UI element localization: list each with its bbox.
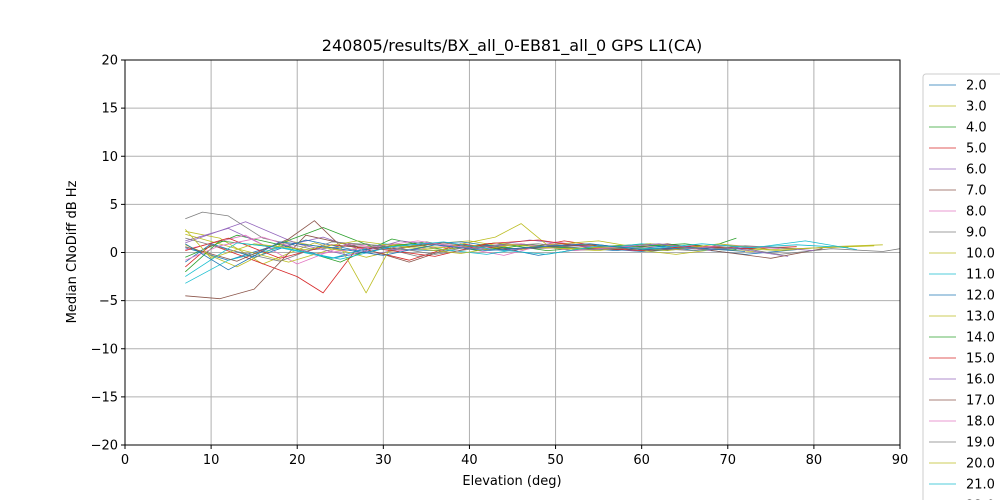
legend-label: 8.0 <box>966 205 987 220</box>
x-axis: 0 10 20 30 40 50 60 70 80 90 <box>121 445 908 468</box>
y-tick-label: 20 <box>101 54 118 69</box>
legend-label: 6.0 <box>966 163 987 178</box>
legend-label: 15.0 <box>966 352 995 367</box>
y-tick-label: −15 <box>91 390 118 405</box>
series-line-15.0 <box>185 237 797 259</box>
x-tick-label: 60 <box>633 453 650 468</box>
legend: 2.0 3.0 4.0 5.0 6.0 7.0 8.0 9.0 10.0 11.0 12.0 13.0… <box>922 73 1000 500</box>
x-tick-label: 40 <box>461 453 478 468</box>
legend-label: 9.0 <box>966 226 987 241</box>
x-tick-label: 50 <box>547 453 564 468</box>
y-tick-label: 15 <box>101 102 118 117</box>
x-tick-label: 90 <box>892 453 909 468</box>
legend-label: 21.0 <box>966 478 995 493</box>
legend-label: 12.0 <box>966 289 995 304</box>
legend-box <box>922 73 1000 500</box>
y-tick-label: 10 <box>101 150 118 165</box>
legend-label: 2.0 <box>966 79 987 94</box>
x-tick-label: 20 <box>289 453 306 468</box>
y-tick-label: −20 <box>91 439 118 454</box>
legend-label: 7.0 <box>966 184 987 199</box>
legend-label: 18.0 <box>966 415 995 430</box>
series-line-22.0 <box>185 241 746 271</box>
x-tick-label: 30 <box>375 453 392 468</box>
legend-label: 13.0 <box>966 310 995 325</box>
y-axis-label: Median CNoDiff dB Hz <box>65 180 80 323</box>
legend-label: 4.0 <box>966 121 987 136</box>
legend-label: 17.0 <box>966 394 995 409</box>
legend-label: 3.0 <box>966 100 987 115</box>
series-layer <box>185 211 901 300</box>
legend-label: 20.0 <box>966 457 995 472</box>
legend-label: 19.0 <box>966 436 995 451</box>
chart-title: 240805/results/BX_all_0-EB81_all_0 GPS L… <box>322 36 702 56</box>
series-line-3.0 <box>185 230 883 265</box>
x-tick-label: 0 <box>121 453 129 468</box>
series-line-10.0 <box>185 223 702 268</box>
legend-label: 22.0 <box>966 499 995 500</box>
y-axis: −20 −15 −10 −5 0 5 10 15 20 <box>91 54 125 454</box>
legend-label: 14.0 <box>966 331 995 346</box>
legend-label: 10.0 <box>966 247 995 262</box>
x-tick-label: 80 <box>806 453 823 468</box>
legend-label: 5.0 <box>966 142 987 157</box>
legend-label: 16.0 <box>966 373 995 388</box>
series-line-13.0 <box>185 233 754 294</box>
legend-label: 11.0 <box>966 268 995 283</box>
y-tick-label: −10 <box>91 342 118 357</box>
y-tick-label: −5 <box>99 294 118 309</box>
y-tick-label: 0 <box>110 246 118 261</box>
x-tick-label: 10 <box>203 453 220 468</box>
series-line-21.0 <box>185 240 857 277</box>
x-tick-label: 70 <box>720 453 737 468</box>
y-tick-label: 5 <box>110 198 118 213</box>
x-axis-label: Elevation (deg) <box>462 474 561 489</box>
